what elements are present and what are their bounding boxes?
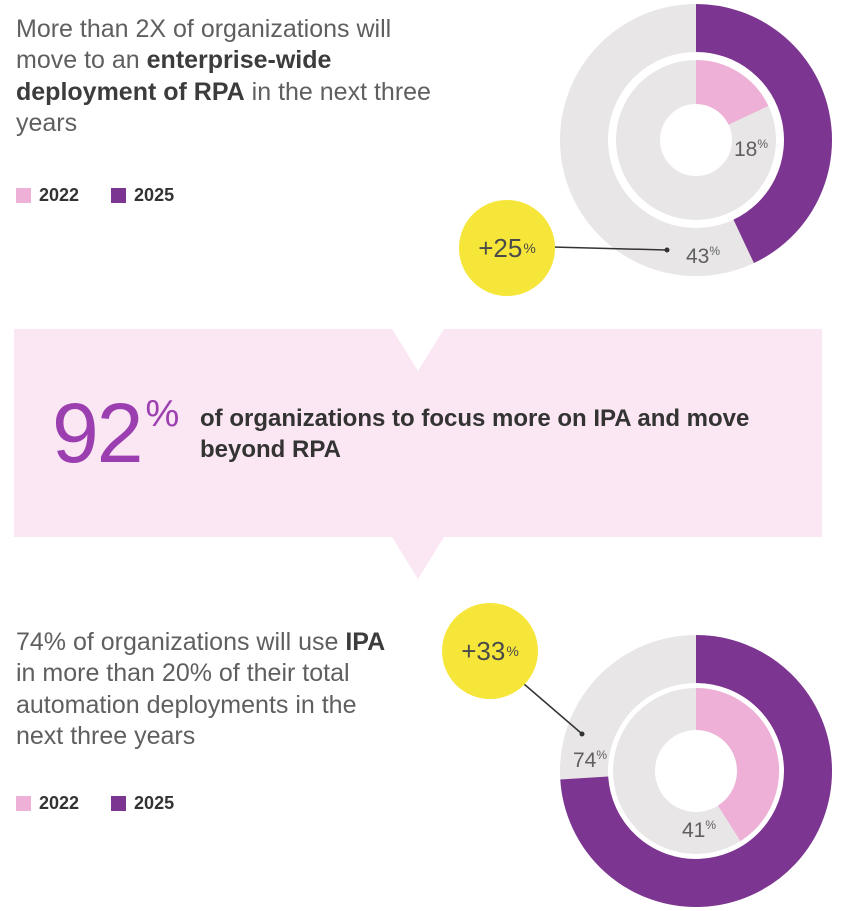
outer-ring-2025-arc (695, 4, 832, 264)
inner-ring-value-label: 18% (734, 137, 768, 161)
legend-item-2022: 2022 (16, 185, 79, 206)
legend-item-2025: 2025 (111, 185, 174, 206)
outer-ring-value-label: 43% (686, 244, 720, 268)
legend-swatch-2022 (16, 796, 31, 811)
inner-ring-2022-arc (695, 688, 779, 842)
ipa-headline-emphasis: IPA (345, 628, 386, 656)
ipa-headline: 74% of organizations will use IPA in mor… (16, 627, 406, 752)
legend-label-2022: 2022 (39, 185, 80, 205)
rpa-headline-text: More than 2X of organizations will move … (16, 15, 392, 75)
rpa-headline-emphasis: enterprise-wide deployment of RPA (16, 46, 332, 106)
ipa-focus-callout: 92% of organizations to focus more on IP… (14, 329, 822, 579)
legend-label-2025: 2025 (134, 793, 175, 813)
rpa-increase-value: +25 (478, 232, 523, 263)
legend-swatch-2025 (111, 188, 127, 203)
ipa-donut-chart: 41% 74% (560, 635, 832, 907)
ipa-headline-text-end: in more than 20% of their total automati… (16, 659, 357, 750)
legend-item-2025: 2025 (111, 793, 174, 814)
legend-swatch-2022 (16, 188, 31, 203)
legend-label-2025: 2025 (134, 185, 175, 205)
ipa-headline-text: 74% of organizations will use (16, 628, 346, 656)
callout-big-number: 92% (52, 391, 179, 475)
rpa-headline: More than 2X of organizations will move … (16, 14, 436, 139)
legend-swatch-2025 (111, 796, 127, 811)
rpa-increase-unit: % (523, 240, 536, 256)
ipa-increase-badge: +33% (442, 603, 538, 699)
callout-number-value: 92 (52, 386, 143, 480)
legend-item-2022: 2022 (16, 793, 79, 814)
ipa-increase-value: +33 (461, 635, 506, 666)
inner-ring-value-label: 41% (682, 818, 716, 842)
legend-ipa: 2022 2025 (16, 793, 206, 814)
callout-number-unit: % (145, 393, 179, 435)
legend-rpa: 2022 2025 (16, 185, 206, 206)
ipa-badge-leader-line (523, 683, 585, 737)
callout-pointer (392, 537, 444, 579)
rpa-badge-leader-line (551, 246, 670, 253)
rpa-increase-badge: +25% (459, 200, 555, 296)
rpa-donut-chart: 18% 43% (560, 4, 832, 276)
legend-label-2022: 2022 (39, 793, 80, 813)
outer-ring-value-label: 74% (573, 748, 607, 772)
callout-notch-top (392, 329, 444, 371)
ipa-increase-unit: % (506, 643, 519, 659)
inner-ring-2022-arc (694, 60, 769, 126)
rpa-headline-text-end: in the next three years (16, 77, 431, 137)
callout-text: of organizations to focus more on IPA an… (200, 405, 750, 464)
outer-ring-2025-arc (560, 635, 832, 907)
